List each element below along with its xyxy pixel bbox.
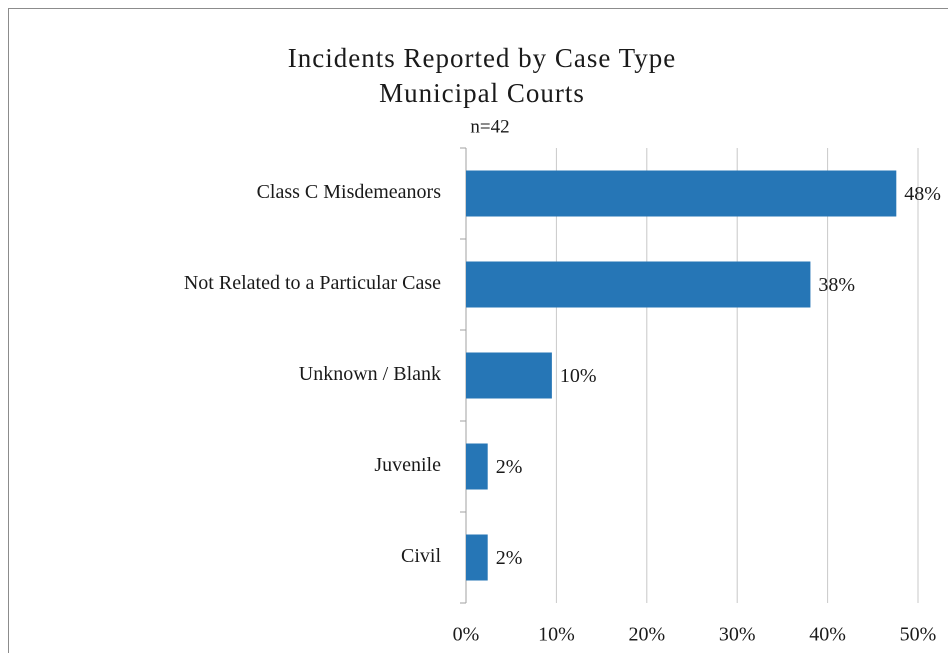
x-tick-label: 20% — [628, 624, 665, 646]
y-tick-label: Civil — [401, 545, 441, 567]
chart-subtitle: n=42 — [470, 116, 509, 137]
x-tick-label: 10% — [538, 624, 575, 646]
value-label: 10% — [560, 365, 597, 387]
value-label: 2% — [496, 547, 523, 569]
value-label: 48% — [904, 183, 941, 205]
y-tick-label: Not Related to a Particular Case — [184, 272, 441, 294]
x-tick-label: 40% — [809, 624, 846, 646]
value-label: 2% — [496, 456, 523, 478]
bar — [466, 261, 811, 308]
x-tick-label: 30% — [719, 624, 756, 646]
y-tick-label: Class C Misdemeanors — [257, 181, 442, 203]
y-tick-label: Unknown / Blank — [299, 363, 441, 385]
chart-title: Incidents Reported by Case Type — [288, 43, 677, 73]
bar — [466, 170, 897, 217]
value-label: 38% — [818, 274, 855, 296]
y-tick-label: Juvenile — [374, 454, 441, 476]
bar — [466, 443, 488, 490]
chart-title: Municipal Courts — [379, 78, 585, 108]
bar — [466, 534, 488, 581]
bar — [466, 352, 552, 399]
x-tick-label: 50% — [900, 624, 937, 646]
x-tick-label: 0% — [453, 624, 480, 646]
